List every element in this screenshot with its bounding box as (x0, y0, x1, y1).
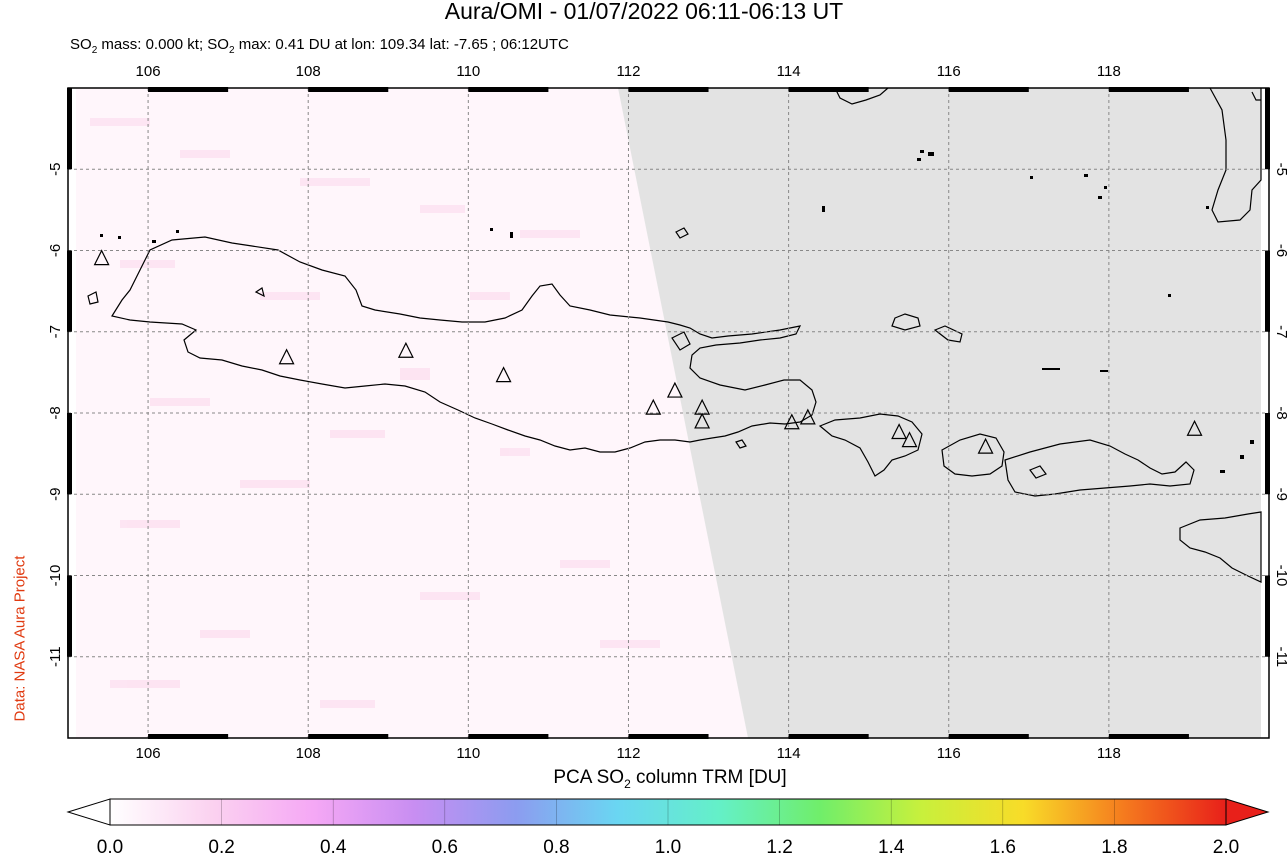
frame-bar (468, 734, 549, 739)
lon-label-top: 110 (456, 63, 480, 80)
colorbar-gradient (109, 798, 1227, 826)
colorbar-high-arrow (1225, 798, 1270, 826)
volcano-marker (783, 413, 800, 430)
lon-label-bottom: 110 (456, 745, 480, 760)
frame-bar (67, 88, 72, 170)
colorbar-tick-label: 0.6 (432, 837, 458, 855)
lon-label-top: 116 (937, 63, 961, 80)
lon-label-top: 118 (1097, 63, 1121, 80)
lon-label-top: 114 (777, 63, 801, 80)
colorbar-tick-label: 1.6 (990, 837, 1016, 855)
frame-bar (948, 87, 1029, 92)
colorbar-tick-label: 0.2 (208, 837, 234, 855)
volcano-marker (694, 412, 711, 429)
lat-label-right: -11 (1273, 646, 1288, 667)
volcano-marker (891, 423, 908, 440)
swath-pixels (90, 118, 660, 708)
map-subtitle: SO2 mass: 0.000 kt; SO2 max: 0.41 DU at … (70, 36, 569, 56)
frame-bar (628, 734, 709, 739)
volcano-marker (93, 249, 110, 266)
lat-label-left: -9 (47, 488, 64, 501)
lat-label-left: -10 (47, 565, 64, 587)
colorbar-tick-label: 2.0 (1213, 837, 1239, 855)
lon-label-bottom: 108 (296, 745, 321, 760)
volcano-marker (901, 431, 918, 448)
colorbar-tick-label: 1.8 (1101, 837, 1127, 855)
frame-bar (1265, 250, 1270, 332)
volcano-marker (1186, 419, 1203, 436)
volcano-marker (397, 341, 414, 358)
frame-bar (67, 250, 72, 332)
frame-bar (1265, 88, 1270, 170)
coastlines (87, 87, 1262, 583)
frame-bar (1108, 734, 1189, 739)
volcano-marker (977, 437, 994, 454)
lat-label-right: -7 (1273, 325, 1288, 338)
frame-bar (948, 734, 1029, 739)
frame-bar (628, 87, 709, 92)
frame-bar (67, 575, 72, 657)
lat-label-left: -8 (47, 406, 64, 419)
frame-bar (788, 87, 869, 92)
volcano-marker (799, 408, 816, 425)
lat-label-right: -10 (1273, 565, 1288, 587)
volcano-marker (645, 398, 662, 415)
colorbar-ticks: 0.0 0.2 0.4 0.6 0.8 1.0 1.2 1.4 1.6 1.8 2.0 (97, 799, 1239, 855)
frame-bar (1108, 87, 1189, 92)
lon-label-bottom: 106 (136, 745, 161, 760)
lat-label-left: -5 (47, 163, 64, 176)
volcano-markers (93, 249, 1203, 454)
frame-ticks (67, 87, 1270, 739)
volcano-marker (278, 348, 295, 365)
colorbar-low-arrow (66, 798, 111, 826)
lat-label-right: -6 (1273, 244, 1288, 257)
lon-label-bottom: 112 (617, 745, 641, 760)
colorbar-tick-label: 1.4 (878, 837, 905, 855)
colorbar-tick-label: 1.2 (766, 837, 792, 855)
lon-label-top: 108 (296, 63, 321, 80)
frame-bar (148, 87, 229, 92)
lat-label-right: -8 (1273, 406, 1288, 419)
frame-bar (1265, 413, 1270, 495)
lat-label-left: -6 (47, 244, 64, 257)
frame-bar (308, 734, 389, 739)
frame-bar (468, 87, 549, 92)
frame-bar (67, 413, 72, 495)
lon-label-top: 106 (136, 63, 161, 80)
colorbar: 0.0 0.2 0.4 0.6 0.8 1.0 1.2 1.4 1.6 1.8 2.0 (66, 798, 1270, 855)
lat-label-right: -5 (1273, 163, 1288, 176)
frame-bar (1265, 575, 1270, 657)
axis-tick-labels: 106 106 108 108 110 110 112 112 114 114 116 116 118 1… (47, 63, 1288, 760)
lon-label-bottom: 116 (937, 745, 961, 760)
lat-label-left: -11 (47, 646, 64, 667)
frame-bar (148, 734, 229, 739)
frame-bar (308, 87, 389, 92)
frame-bar (788, 734, 869, 739)
colorbar-tick-label: 0.4 (320, 837, 347, 855)
colorbar-tick-label: 0.0 (97, 837, 123, 855)
colorbar-tick-label: 1.0 (655, 837, 681, 855)
graticule (68, 88, 1269, 738)
colorbar-label: PCA SO2 column TRM [DU] (553, 767, 787, 791)
lat-label-left: -7 (47, 325, 64, 338)
lon-label-bottom: 118 (1097, 745, 1121, 760)
colorbar-tick-label: 0.8 (543, 837, 569, 855)
map-title: Aura/OMI - 01/07/2022 06:11-06:13 UT (444, 0, 844, 24)
lat-label-right: -9 (1273, 488, 1288, 501)
small-islands (100, 150, 1254, 473)
lon-label-top: 112 (617, 63, 641, 80)
volcano-marker (495, 366, 512, 383)
lon-label-bottom: 114 (777, 745, 801, 760)
so2-map: 106 106 108 108 110 110 112 112 114 114 116 116 118 1… (47, 63, 1288, 760)
volcano-marker (666, 381, 683, 398)
